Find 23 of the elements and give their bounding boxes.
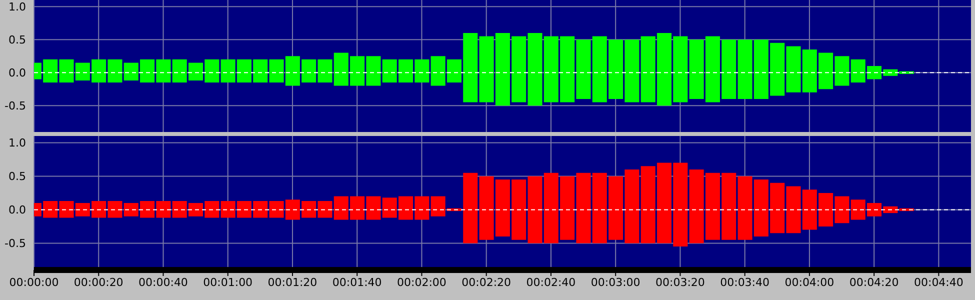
y-tick-label: 0.0: [8, 66, 26, 80]
y-tick-label: 1.0: [8, 136, 26, 150]
x-tick-label: 00:04:00: [784, 276, 834, 289]
x-tick-label: 00:01:00: [203, 276, 253, 289]
x-tick-label: 00:04:40: [914, 276, 964, 289]
x-tick-label: 00:02:40: [526, 276, 576, 289]
x-tick-label: 00:02:00: [397, 276, 446, 289]
x-tick-label: 00:03:40: [720, 276, 770, 289]
y-tick-label: -0.5: [4, 237, 26, 250]
x-tick-label: 00:02:20: [462, 276, 512, 289]
x-tick-label: 00:00:40: [138, 276, 188, 289]
y-tick-label: -0.5: [4, 100, 26, 113]
y-tick-label: 0.0: [8, 204, 26, 217]
x-tick-label: 00:01:20: [268, 276, 318, 289]
x-tick-label: 00:00:20: [74, 276, 124, 289]
x-tick-label: 00:01:40: [332, 276, 382, 289]
x-tick-label: 00:03:00: [590, 276, 640, 289]
x-tick-label: 00:00:00: [9, 276, 59, 289]
x-tick-label: 00:04:20: [849, 276, 899, 289]
y-tick-label: 0.5: [8, 170, 26, 184]
y-tick-label: 1.0: [8, 0, 26, 14]
y-tick-label: 0.5: [8, 34, 26, 47]
x-tick-label: 00:03:20: [656, 276, 705, 289]
